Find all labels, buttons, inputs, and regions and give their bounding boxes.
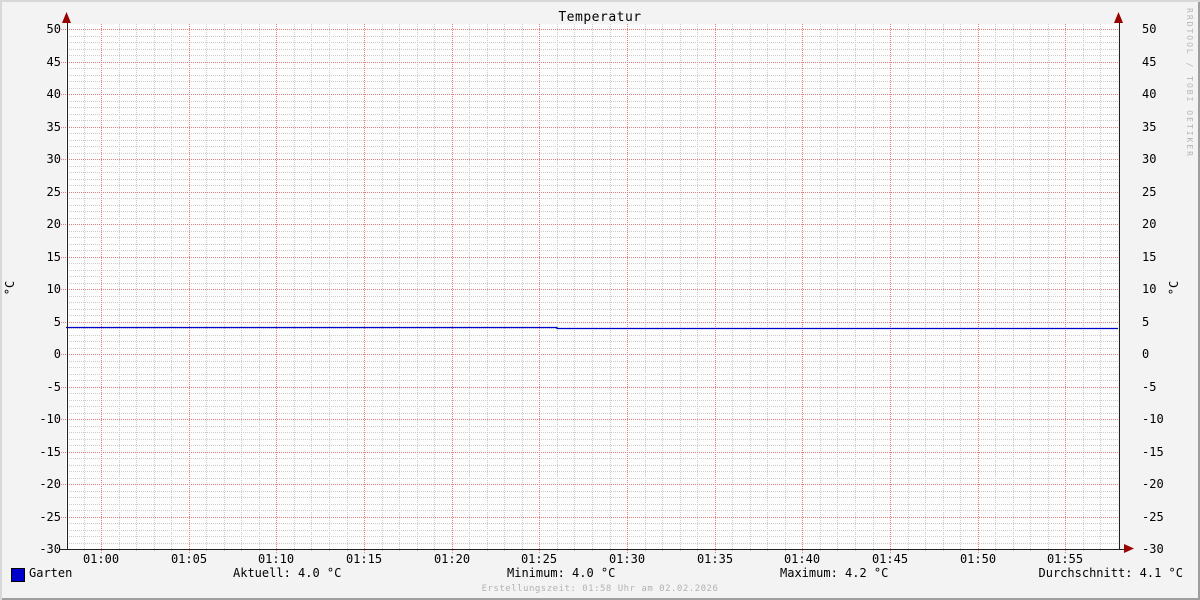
y-tick-label-right: -15 [1142, 445, 1164, 459]
y-tick-label-left: -30 [39, 542, 61, 556]
x-tick-label: 01:05 [170, 552, 208, 566]
legend-series-label: Garten [29, 566, 73, 580]
y-tick-label-right: -30 [1142, 542, 1164, 556]
y-axis-unit-left: °C [3, 280, 17, 296]
y-tick-label-right: -20 [1142, 477, 1164, 491]
y-tick-label-right: 30 [1142, 152, 1157, 166]
y-tick-label-right: 5 [1142, 315, 1150, 329]
y-tick-label-right: 20 [1142, 217, 1157, 231]
stat-aktuell: Aktuell: 4.0 °C [233, 566, 342, 580]
y-tick-label-left: 40 [46, 87, 61, 101]
y-tick-label-right: -25 [1142, 510, 1164, 524]
x-tick-label: 01:20 [433, 552, 471, 566]
y-tick-label-left: 15 [46, 250, 61, 264]
y-tick-label-left: 0 [53, 347, 61, 361]
x-tick-label: 01:40 [783, 552, 821, 566]
y-tick-label-left: 45 [46, 55, 61, 69]
y-tick-label-left: 30 [46, 152, 61, 166]
x-tick-label: 01:35 [696, 552, 734, 566]
x-tick-label: 01:50 [959, 552, 997, 566]
y-tick-label-right: -10 [1142, 412, 1164, 426]
y-tick-label-right: 35 [1142, 120, 1157, 134]
y-tick-label-right: 10 [1142, 282, 1157, 296]
x-tick-label: 01:30 [608, 552, 646, 566]
y-tick-label-left: 20 [46, 217, 61, 231]
x-tick-label: 01:15 [345, 552, 383, 566]
stat-durchschnitt: Durchschnitt: 4.1 °C [1038, 566, 1184, 580]
rrdtool-watermark: RRDTOOL / TOBI OETIKER [1185, 8, 1194, 158]
y-tick-label-left: -5 [46, 380, 61, 394]
x-tick-label: 01:25 [520, 552, 558, 566]
y-tick-label-left: -15 [39, 445, 61, 459]
y-tick-label-right: 45 [1142, 55, 1157, 69]
arrow-up-left-icon [62, 12, 71, 23]
y-tick-label-right: 15 [1142, 250, 1157, 264]
y-tick-label-right: 40 [1142, 87, 1157, 101]
x-tick-label: 01:45 [871, 552, 909, 566]
x-tick-label: 01:55 [1046, 552, 1084, 566]
arrow-right-icon [1124, 544, 1134, 553]
x-tick-label: 01:10 [257, 552, 295, 566]
y-tick-label-left: 50 [46, 22, 61, 36]
y-tick-label-left: -25 [39, 510, 61, 524]
y-tick-label-left: -20 [39, 477, 61, 491]
y-tick-label-left: 25 [46, 185, 61, 199]
y-tick-label-right: 50 [1142, 22, 1157, 36]
chart-title: Temperatur [558, 10, 642, 25]
y-tick-label-right: 25 [1142, 185, 1157, 199]
y-tick-label-right: 0 [1142, 347, 1150, 361]
y-tick-label-right: -5 [1142, 380, 1157, 394]
y-axis-unit-right: °C [1167, 280, 1181, 296]
x-tick-label: 01:00 [82, 552, 120, 566]
series-line-garten [66, 326, 1118, 330]
arrow-up-right-icon [1114, 12, 1123, 23]
y-tick-label-left: 10 [46, 282, 61, 296]
y-tick-label-left: 35 [46, 120, 61, 134]
stat-maximum: Maximum: 4.2 °C [780, 566, 889, 580]
creation-timestamp: Erstellungszeit: 01:58 Uhr am 02.02.2026 [481, 584, 719, 594]
y-tick-label-left: -10 [39, 412, 61, 426]
stat-minimum: Minimum: 4.0 °C [507, 566, 616, 580]
y-tick-label-left: 5 [53, 315, 61, 329]
legend-swatch [11, 568, 25, 582]
